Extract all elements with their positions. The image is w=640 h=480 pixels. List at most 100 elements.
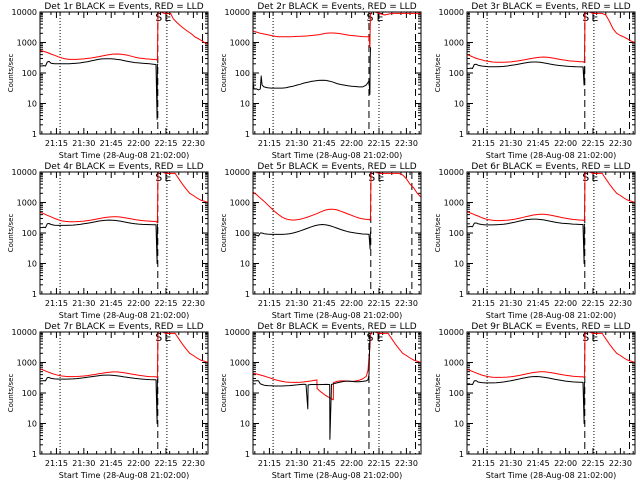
detector-panel: Det 6r BLACK = Events, RED = LLD Counts/s… (434, 162, 636, 320)
y-tick-label: 100 (235, 69, 250, 78)
x-tick-label: 22:15 (367, 139, 390, 148)
y-tick-label: 10 (454, 260, 464, 269)
plot-frame (252, 331, 422, 455)
x-tick-label: 21:15 (45, 139, 68, 148)
events-rate-line (40, 58, 159, 120)
y-axis-label: Counts/sec (220, 374, 228, 413)
x-tick-label: 22:30 (182, 459, 205, 468)
time-marker-label: S (368, 171, 375, 184)
time-marker-label: E (164, 11, 171, 24)
x-tick-label: 22:15 (581, 459, 604, 468)
detector-panel: Det 8r BLACK = Events, RED = LLD Counts/s… (220, 322, 422, 480)
time-marker-label: E (591, 11, 598, 24)
x-tick-label: 22:15 (154, 459, 177, 468)
x-tick-label: 21:15 (258, 299, 281, 308)
time-marker-label: S (155, 331, 162, 344)
panel-title: Det 2r BLACK = Events, RED = LLD (257, 2, 416, 12)
y-axis-label: Counts/sec (7, 214, 15, 253)
events-rate-line (40, 374, 159, 424)
x-tick-label: 21:30 (72, 139, 95, 148)
x-tick-label: 21:45 (313, 139, 336, 148)
y-tick-label: 1 (32, 450, 37, 459)
y-tick-label: 100 (449, 69, 464, 78)
lld-rate-line (253, 332, 421, 401)
series-group (467, 12, 635, 86)
plot-frame (39, 171, 209, 295)
events-rate-line (467, 61, 586, 86)
panel-title: Det 3r BLACK = Events, RED = LLD (471, 2, 630, 12)
x-tick-label: 22:00 (127, 299, 150, 308)
plot-frame (39, 331, 209, 455)
detector-panel: Det 5r BLACK = Events, RED = LLD Counts/s… (220, 162, 422, 320)
series-group (40, 12, 208, 120)
x-tick-label: 22:00 (340, 459, 363, 468)
y-tick-label: 1000 (17, 39, 37, 48)
x-tick-label: 22:15 (367, 299, 390, 308)
y-tick-label: 1 (245, 450, 250, 459)
x-tick-label: 22:30 (609, 139, 632, 148)
plot-frame (252, 171, 422, 295)
y-tick-label: 1000 (230, 359, 250, 368)
x-tick-label: 21:15 (472, 299, 495, 308)
x-tick-label: 21:15 (472, 459, 495, 468)
events-rate-line (467, 376, 586, 424)
lld-rate-line (40, 332, 208, 379)
y-tick-label: 1000 (17, 359, 37, 368)
panel-title: Det 5r BLACK = Events, RED = LLD (257, 162, 416, 172)
y-tick-label: 100 (22, 69, 37, 78)
time-marker-label: E (164, 331, 171, 344)
x-tick-label: 21:45 (527, 139, 550, 148)
x-tick-label: 21:45 (527, 459, 550, 468)
y-axis-label: Counts/sec (220, 54, 228, 93)
detector-panel: Det 9r BLACK = Events, RED = LLD Counts/s… (434, 322, 636, 480)
y-tick-label: 1 (459, 130, 464, 139)
y-tick-label: 10000 (12, 8, 37, 17)
time-marker-label: S (582, 11, 589, 24)
y-tick-label: 100 (22, 229, 37, 238)
y-tick-label: 10000 (225, 168, 250, 177)
x-tick-label: 21:30 (72, 459, 95, 468)
y-tick-label: 1 (459, 450, 464, 459)
y-tick-label: 10 (240, 100, 250, 109)
x-tick-label: 21:45 (313, 299, 336, 308)
x-tick-label: 22:30 (395, 139, 418, 148)
y-tick-label: 10 (27, 260, 37, 269)
panel-title: Det 1r BLACK = Events, RED = LLD (44, 2, 203, 12)
x-tick-label: 21:30 (285, 139, 308, 148)
y-tick-label: 10000 (439, 8, 464, 17)
time-marker-label: E (591, 331, 598, 344)
detector-panel: Det 2r BLACK = Events, RED = LLD Counts/s… (220, 2, 422, 160)
events-rate-line (253, 334, 371, 440)
lld-rate-line (253, 12, 421, 48)
y-tick-label: 1 (459, 290, 464, 299)
panel-title: Det 8r BLACK = Events, RED = LLD (257, 322, 416, 332)
series-group (467, 172, 635, 264)
y-tick-label: 100 (235, 229, 250, 238)
events-rate-line (253, 224, 372, 250)
x-axis-label: Start Time (28-Aug-08 21:02:00) (486, 471, 617, 480)
time-marker-label: S (155, 171, 162, 184)
y-tick-label: 10000 (12, 328, 37, 337)
x-tick-label: 22:30 (395, 459, 418, 468)
y-tick-label: 100 (22, 389, 37, 398)
x-tick-label: 21:45 (100, 139, 123, 148)
detector-panel: Det 4r BLACK = Events, RED = LLD Counts/s… (7, 162, 209, 320)
y-axis-label: Counts/sec (434, 214, 442, 253)
x-tick-label: 22:15 (581, 299, 604, 308)
y-tick-label: 1000 (230, 39, 250, 48)
plot-frame (466, 331, 636, 455)
y-tick-label: 10 (240, 260, 250, 269)
x-tick-label: 21:30 (72, 299, 95, 308)
y-tick-label: 1 (32, 130, 37, 139)
y-tick-label: 1000 (444, 359, 464, 368)
y-tick-label: 100 (449, 389, 464, 398)
x-axis-label: Start Time (28-Aug-08 21:02:00) (486, 311, 617, 320)
y-tick-label: 10 (27, 420, 37, 429)
x-tick-label: 22:30 (182, 139, 205, 148)
x-tick-label: 22:00 (340, 299, 363, 308)
time-marker-label: S (155, 11, 162, 24)
time-marker-label: E (164, 171, 171, 184)
x-tick-label: 22:15 (367, 459, 390, 468)
y-tick-label: 100 (449, 229, 464, 238)
x-tick-label: 21:45 (100, 299, 123, 308)
